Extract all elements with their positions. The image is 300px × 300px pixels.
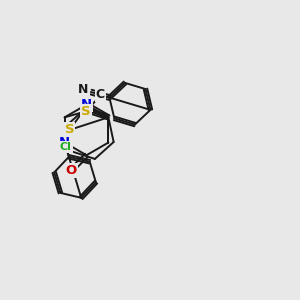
Text: N: N xyxy=(81,98,92,111)
Text: O: O xyxy=(66,164,77,177)
Text: S: S xyxy=(81,105,91,118)
Text: C: C xyxy=(96,88,105,101)
Text: S: S xyxy=(65,123,74,136)
Text: N: N xyxy=(59,136,70,149)
Text: N: N xyxy=(78,83,89,96)
Text: Cl: Cl xyxy=(60,142,72,152)
